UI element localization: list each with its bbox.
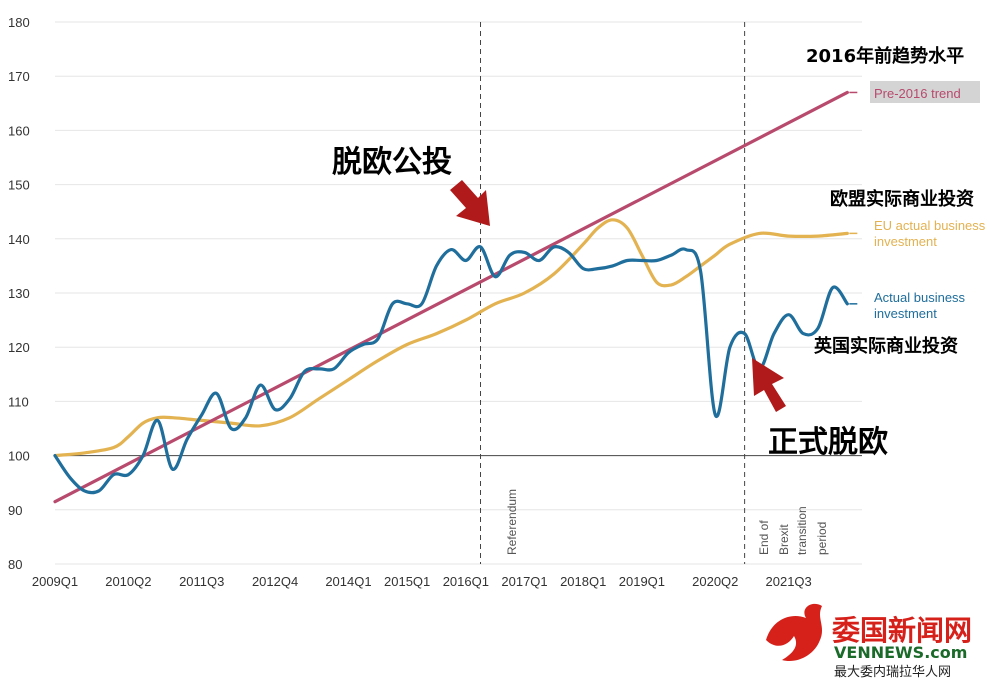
transition-label-line1: End of [757,520,771,555]
transition-label-line3: transition [795,506,809,555]
eu-label-zh: 欧盟实际商业投资 [830,188,974,210]
y-tick-label: 150 [8,178,30,193]
referendum-annotation: 脱欧公投 [332,145,490,226]
referendum-arrow-icon [450,180,490,226]
y-tick-label: 130 [8,286,30,301]
y-tick-label: 170 [8,69,30,84]
x-tick-label: 2015Q1 [384,574,430,589]
x-tick-label: 2021Q3 [766,574,812,589]
x-tick-label: 2012Q4 [252,574,298,589]
x-tick-label: 2019Q1 [619,574,665,589]
trend-label-en: Pre-2016 trend [874,86,961,101]
watermark-logo: 委国新闻网 VENNEWS.com 最大委内瑞拉华人网 [766,603,972,680]
x-tick-label: 2009Q1 [32,574,78,589]
x-tick-label: 2014Q1 [325,574,371,589]
watermark-tagline: 最大委内瑞拉华人网 [834,664,951,680]
y-tick-label: 140 [8,232,30,247]
y-tick-label: 160 [8,123,30,138]
uk-label-en-2: investment [874,306,937,321]
uk-investment-line [53,245,849,495]
y-tick-label: 80 [8,557,22,572]
watermark-main: 委国新闻网 [831,614,972,647]
x-tick-label: 2017Q1 [501,574,547,589]
referendum-annotation-text: 脱欧公投 [332,145,452,180]
legend: 2016年前趋势水平 Pre-2016 trend 欧盟实际商业投资 EU ac… [806,45,986,357]
dragon-logo-icon [766,603,822,662]
trend-label-bg [870,81,980,103]
transition-label-line4: period [815,522,829,555]
y-tick-label: 100 [8,449,30,464]
x-tick-label: 2020Q2 [692,574,738,589]
y-tick-label: 120 [8,340,30,355]
x-tick-label: 2010Q2 [105,574,151,589]
brexit-annotation-text: 正式脱欧 [768,425,888,460]
y-axis-ticks: 80 90 100 110 120 130 140 150 160 170 180 [8,15,30,572]
eu-label-en-2: investment [874,234,937,249]
x-axis-ticks: 2009Q1 2010Q2 2011Q3 2012Q4 2014Q1 2015Q1 2016… [32,574,812,589]
brexit-arrow-icon [752,358,786,412]
y-tick-label: 180 [8,15,30,30]
series [53,90,858,504]
trend-label-zh: 2016年前趋势水平 [806,45,964,67]
x-tick-label: 2016Q1 [443,574,489,589]
uk-label-zh: 英国实际商业投资 [813,335,958,357]
eu-investment-line [53,218,849,458]
watermark-url: VENNEWS.com [834,643,967,662]
x-tick-label: 2018Q1 [560,574,606,589]
pre-2016-trend-line [53,90,849,504]
eu-label-en-1: EU actual business [874,218,986,233]
uk-label-en-1: Actual business [874,290,966,305]
x-tick-label: 2011Q3 [179,574,224,589]
y-tick-label: 110 [8,394,29,409]
transition-label-line2: Brexit [777,524,791,555]
brexit-annotation: 正式脱欧 [752,358,888,460]
event-markers: Referendum End of Brexit transition peri… [480,22,829,564]
y-tick-label: 90 [8,503,22,518]
referendum-label: Referendum [505,489,519,555]
